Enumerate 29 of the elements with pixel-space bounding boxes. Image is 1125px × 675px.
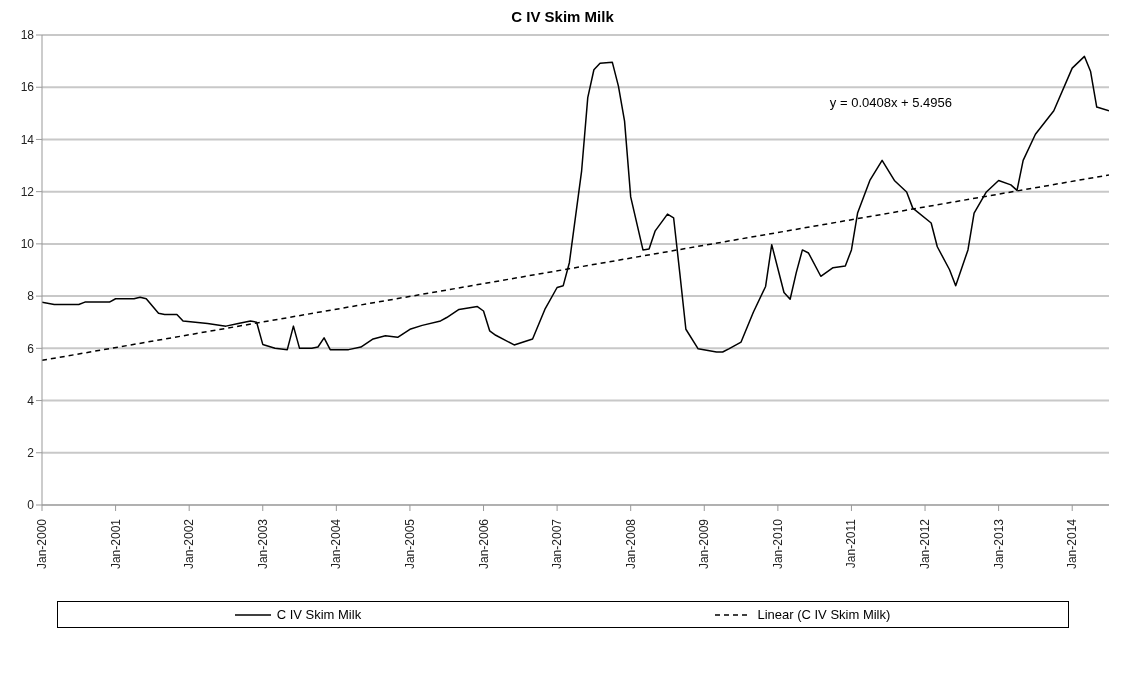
y-tick-label: 10: [20, 237, 35, 252]
chart-title: C IV Skim Milk: [510, 8, 615, 25]
x-tick-label: Jan-2000: [35, 518, 49, 570]
x-tick-label: Jan-2001: [108, 518, 123, 570]
annotation: y = 0.0408x + 5.4956: [829, 95, 952, 110]
y-tick-label: 4: [27, 393, 35, 408]
x-tick-label: Jan-2009: [697, 518, 712, 570]
y-tick-label: 18: [20, 28, 35, 43]
x-tick-label: Jan-2006: [476, 518, 491, 570]
y-tick-label: 0: [27, 498, 35, 513]
y-tick-label: 14: [20, 132, 35, 147]
x-tick-label: Jan-2014: [1065, 518, 1080, 570]
x-tick-label: Jan-2002: [182, 518, 197, 570]
y-tick-label: 16: [20, 80, 35, 95]
y-tick-label: 8: [27, 289, 35, 304]
x-tick-label: Jan-2005: [402, 518, 417, 570]
y-tick-label: 12: [20, 184, 35, 199]
legend-label: C IV Skim Milk: [275, 607, 362, 622]
x-tick-label: Jan-2011: [844, 518, 859, 569]
x-tick-label: Jan-2013: [991, 518, 1006, 570]
x-tick-label: Jan-2010: [770, 518, 785, 570]
x-tick-label: Jan-2008: [623, 518, 638, 570]
legend-label: Linear (C IV Skim Milk): [756, 607, 891, 622]
y-tick-label: 6: [27, 341, 35, 356]
x-tick-label: Jan-2004: [329, 518, 344, 570]
x-tick-label: Jan-2012: [918, 518, 933, 570]
y-tick-label: 2: [27, 446, 35, 461]
x-tick-label: Jan-2003: [255, 518, 270, 570]
x-tick-label: Jan-2007: [550, 518, 565, 570]
